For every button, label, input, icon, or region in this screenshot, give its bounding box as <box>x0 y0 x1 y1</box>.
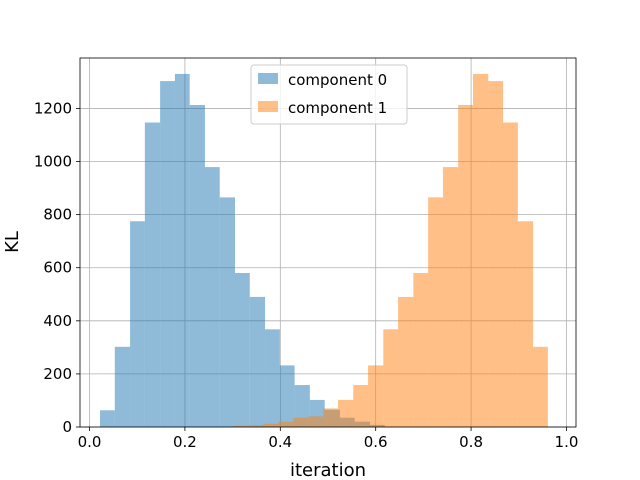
bar-component-1 <box>383 329 399 427</box>
x-tick-label: 1.0 <box>555 433 579 451</box>
bar-component-1 <box>248 425 264 427</box>
bar-component-1 <box>533 346 548 427</box>
y-tick-label: 600 <box>43 259 72 277</box>
bar-component-0 <box>144 122 161 427</box>
bar-component-0 <box>235 273 250 427</box>
bar-component-0 <box>100 410 115 427</box>
y-tick-label: 1200 <box>34 99 72 117</box>
bar-component-1 <box>338 399 354 427</box>
y-axis-ticks: 0 200 400 600 800 1000 1200 <box>34 99 80 436</box>
y-axis-label: KL <box>2 231 23 253</box>
x-tick-label: 0.0 <box>78 433 102 451</box>
bar-component-1 <box>503 122 518 427</box>
y-tick-label: 1000 <box>34 153 72 171</box>
bar-component-0 <box>174 73 190 428</box>
bar-component-1 <box>308 416 324 427</box>
bar-component-1 <box>233 425 249 427</box>
legend-swatch-component-0 <box>258 73 278 84</box>
bar-component-0 <box>219 197 235 427</box>
legend-label-component-1: component 1 <box>288 99 387 117</box>
bar-component-1 <box>442 167 459 428</box>
bar-component-0 <box>114 346 131 427</box>
x-tick-label: 0.8 <box>459 433 483 451</box>
bar-component-1 <box>472 73 489 428</box>
bar-component-1 <box>398 296 414 427</box>
x-tick-label: 0.4 <box>268 433 292 451</box>
bar-component-1 <box>488 81 504 428</box>
bar-component-1 <box>428 197 443 427</box>
x-axis-label: iteration <box>290 460 366 480</box>
legend-swatch-component-1 <box>258 101 278 112</box>
legend-box <box>250 64 408 125</box>
bar-component-1 <box>323 408 339 427</box>
bar-component-0 <box>189 104 205 428</box>
bar-component-0 <box>294 385 310 427</box>
bar-component-1 <box>278 421 294 427</box>
legend-label-component-0: component 0 <box>288 71 387 89</box>
x-axis-ticks: 0.0 0.2 0.4 0.6 0.8 1.0 <box>78 427 579 451</box>
bar-component-0 <box>249 296 266 427</box>
bar-component-0 <box>204 167 220 428</box>
bar-component-0 <box>265 329 280 427</box>
bar-component-1 <box>517 221 534 427</box>
y-tick-label: 800 <box>43 206 72 224</box>
y-tick-label: 200 <box>43 365 72 383</box>
bar-component-0 <box>130 221 145 427</box>
bar-component-1 <box>353 385 369 427</box>
x-tick-label: 0.2 <box>173 433 197 451</box>
bar-component-0 <box>279 365 295 427</box>
bars <box>100 73 548 428</box>
plot-frame <box>79 57 577 428</box>
x-tick-label: 0.6 <box>364 433 388 451</box>
bar-component-1 <box>263 423 279 427</box>
bar-component-1 <box>413 273 429 427</box>
bar-component-0 <box>160 81 175 428</box>
y-tick-label: 0 <box>62 418 72 436</box>
bar-component-1 <box>368 365 384 427</box>
bar-component-1 <box>293 417 309 427</box>
y-tick-label: 400 <box>43 312 72 330</box>
legend: component 0 component 1 <box>250 64 408 125</box>
bar-component-1 <box>458 104 473 428</box>
